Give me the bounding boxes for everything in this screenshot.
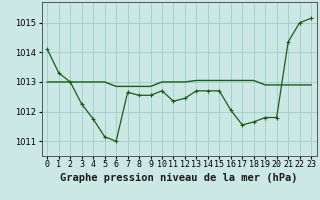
X-axis label: Graphe pression niveau de la mer (hPa): Graphe pression niveau de la mer (hPa) (60, 173, 298, 183)
